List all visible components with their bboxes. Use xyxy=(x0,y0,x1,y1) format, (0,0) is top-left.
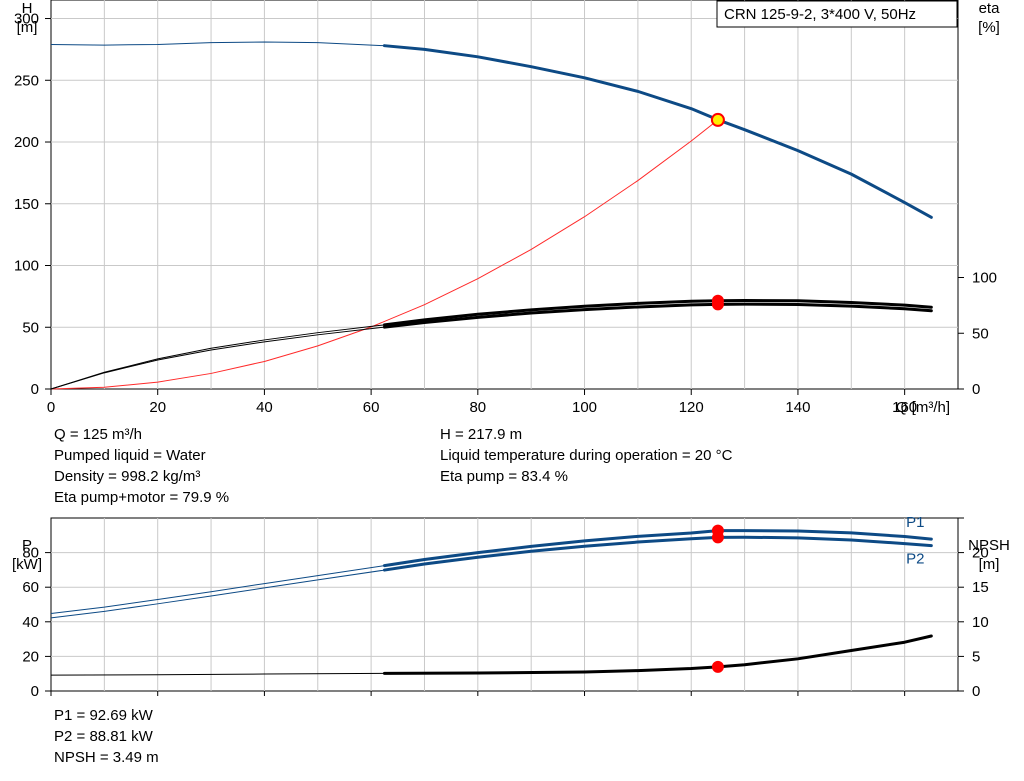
eta-pump-readout: Eta pump = 83.4 % xyxy=(440,468,568,485)
y-tick-label: 300 xyxy=(14,11,39,28)
series-line-head-extended xyxy=(50,41,385,47)
plot-frame xyxy=(50,0,959,390)
series-line-p2-extended xyxy=(50,569,385,619)
duty-info-bottom: P1 = 92.69 kW P2 = 88.81 kW NPSH = 3.49 … xyxy=(54,705,159,768)
series-line-p1 xyxy=(382,529,933,568)
y2-axis-label: NPSH xyxy=(968,537,1010,554)
series-line-system xyxy=(50,119,719,390)
y-tick-label: 80 xyxy=(22,545,39,562)
y-tick-label: 100 xyxy=(14,258,39,275)
flow-readout: Q = 125 m³/h xyxy=(54,426,142,443)
x-tick-label: 80 xyxy=(469,399,486,416)
y-axis-label: [kW] xyxy=(12,556,42,573)
liquid-temperature-readout: Liquid temperature during operation = 20… xyxy=(440,447,733,464)
y2-tick-label: 100 xyxy=(972,270,997,287)
series-label-p2: P2 xyxy=(906,551,924,568)
y2-axis-label: [%] xyxy=(978,19,1000,36)
y-tick-label: 200 xyxy=(14,134,39,151)
duty-point-marker xyxy=(711,660,724,673)
y-tick-label: 0 xyxy=(31,381,39,398)
x-tick-label: 160 xyxy=(892,399,917,416)
x-axis-label: Q [m³/h] xyxy=(896,399,950,416)
y2-axis-label: eta xyxy=(979,0,1001,17)
series-line-eta-total-extended xyxy=(50,326,385,390)
x-tick-label: 20 xyxy=(149,399,166,416)
plot-frame xyxy=(50,517,959,692)
x-tick-label: 140 xyxy=(785,399,810,416)
y2-tick-label: 0 xyxy=(972,683,980,700)
y2-tick-label: 20 xyxy=(972,545,989,562)
x-tick-label: 60 xyxy=(363,399,380,416)
density-readout: Density = 998.2 kg/m³ xyxy=(54,468,201,485)
p2-readout: P2 = 88.81 kW xyxy=(54,728,153,745)
y-tick-label: 250 xyxy=(14,72,39,89)
y2-tick-label: 15 xyxy=(972,579,989,596)
y-axis-label: H xyxy=(22,0,33,17)
duty-point-marker xyxy=(711,298,724,311)
series-line-npsh-extended xyxy=(50,672,385,676)
y2-tick-label: 50 xyxy=(972,325,989,342)
series-line-eta-pump-extended xyxy=(50,324,385,390)
x-tick-label: 100 xyxy=(572,399,597,416)
head-efficiency-chart: 0 50 100 150 200 250 300 0 50 100 0 20 40 60 80 100 120 1… xyxy=(14,0,1000,416)
series-label-p1: P1 xyxy=(906,514,924,531)
duty-point-marker xyxy=(711,531,724,544)
duty-info-left: Q = 125 m³/h Pumped liquid = Water Densi… xyxy=(54,424,229,508)
y-tick-label: 20 xyxy=(22,648,39,665)
legend-box-label: CRN 125-9-2, 3*400 V, 50Hz xyxy=(724,6,916,23)
series-line-eta-pump xyxy=(382,298,933,327)
x-tick-label: 120 xyxy=(679,399,704,416)
y2-tick-label: 0 xyxy=(972,381,980,398)
y-tick-label: 150 xyxy=(14,196,39,213)
y-axis-label: [m] xyxy=(17,19,38,36)
duty-point-marker xyxy=(710,112,725,127)
duty-info-right: H = 217.9 m Liquid temperature during op… xyxy=(440,424,732,487)
eta-pump-motor-readout: Eta pump+motor = 79.9 % xyxy=(54,489,230,506)
y2-tick-label: 10 xyxy=(972,614,989,631)
p1-readout: P1 = 92.69 kW xyxy=(54,707,153,724)
npsh-readout: NPSH = 3.49 m xyxy=(54,749,159,766)
y2-tick-label: 5 xyxy=(972,648,980,665)
head-readout: H = 217.9 m xyxy=(440,426,523,443)
y2-axis-label: [m] xyxy=(979,556,1000,573)
y-tick-label: 0 xyxy=(31,683,39,700)
series-line-eta-total xyxy=(382,302,933,329)
y-tick-label: 60 xyxy=(22,579,39,596)
y-axis-label: P xyxy=(22,537,32,554)
y-tick-label: 40 xyxy=(22,614,39,631)
pumped-liquid-readout: Pumped liquid = Water xyxy=(54,447,206,464)
legend-box xyxy=(716,0,958,28)
x-tick-label: 0 xyxy=(47,399,55,416)
x-tick-label: 40 xyxy=(256,399,273,416)
y-tick-label: 50 xyxy=(22,319,39,336)
series-line-p1-extended xyxy=(50,565,385,614)
series-line-head xyxy=(382,44,933,219)
series-line-p2 xyxy=(382,535,933,572)
power-npsh-chart: 0 20 40 60 80 0 5 10 15 20 P [kW] NPSH [m] P1 P2 xyxy=(12,514,1010,700)
